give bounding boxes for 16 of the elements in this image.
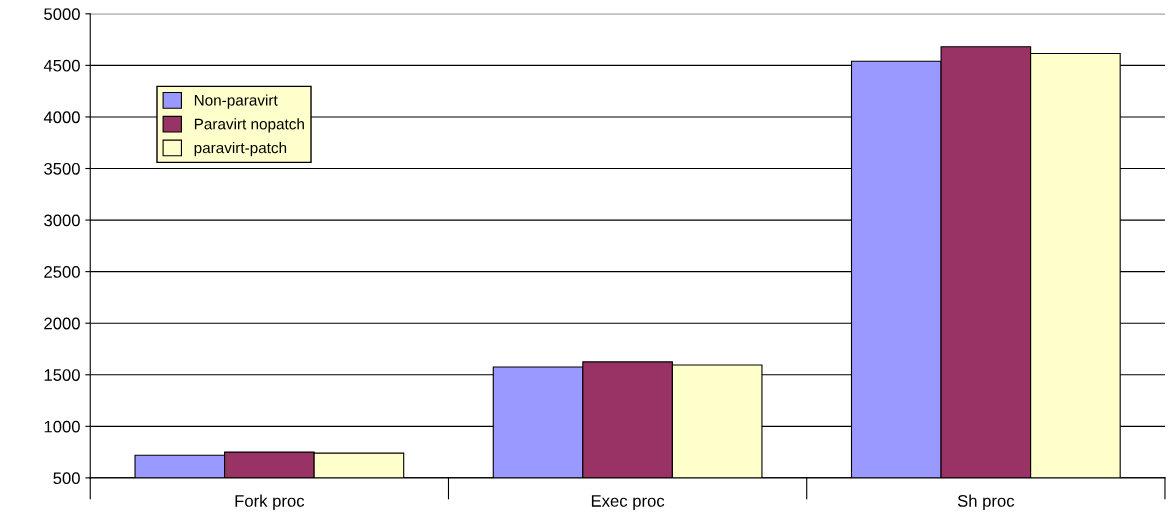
y-tick-label: 2500: [44, 266, 80, 278]
y-tick-label: 5000: [44, 8, 80, 21]
y-tick-label: 1000: [44, 420, 80, 433]
x-tick-label: Sh proc: [957, 494, 1015, 511]
y-tick-label: 1500: [44, 369, 80, 381]
y-tick-label: 3000: [44, 214, 80, 227]
y-tick-label: 4500: [43, 59, 80, 72]
y-tick-label: 2000: [44, 317, 80, 330]
legend-label: paravirt-patch: [194, 142, 287, 157]
y-tick-label: 4000: [43, 111, 80, 124]
y-tick-label: 3500: [44, 162, 80, 175]
y-tick-label: 500: [53, 472, 80, 485]
legend-label: Non-paravirt: [194, 94, 278, 109]
x-tick-label: Exec proc: [591, 495, 665, 511]
legend-label: Paravirt nopatch: [194, 118, 304, 133]
x-tick-label: Fork proc: [235, 494, 305, 511]
